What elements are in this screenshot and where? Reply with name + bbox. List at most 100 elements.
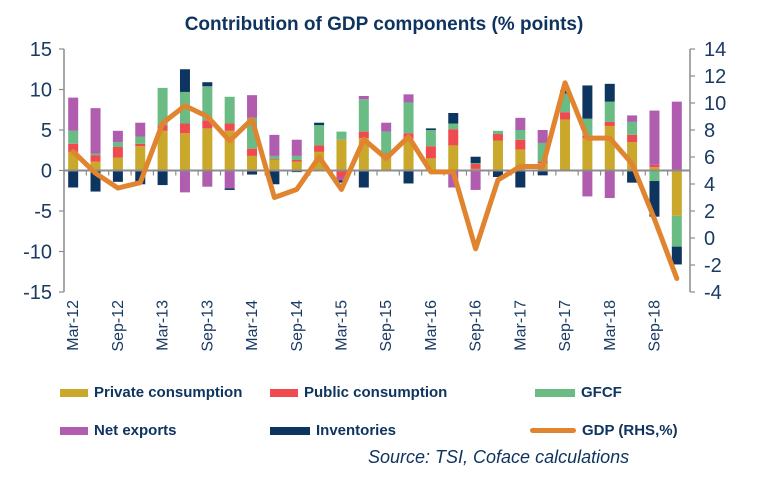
legend-label: GDP (RHS,%): [582, 422, 678, 439]
bar-segment-public-consumption: [336, 170, 347, 177]
bar-segment-gfcf: [291, 155, 302, 160]
bar-segment-private-consumption: [157, 130, 168, 171]
bar-segment-private-consumption: [381, 154, 392, 171]
bar-segment-inventories: [537, 170, 548, 176]
bar-segment-net-exports: [515, 117, 526, 130]
bar-segment-gfcf: [560, 93, 571, 113]
bar-segment-gfcf: [582, 118, 593, 136]
legend-item-public-consumption: Public consumption: [270, 384, 447, 401]
legend-swatch: [270, 426, 310, 435]
bar-segment-net-exports: [358, 95, 369, 100]
bar-segment-public-consumption: [269, 159, 280, 160]
bar-segment-private-consumption: [492, 140, 503, 171]
legend-label: Public consumption: [304, 384, 448, 401]
left-tick-label: -5: [34, 201, 52, 223]
x-tick-label: Sep-18: [646, 300, 663, 352]
bar-segment-net-exports: [604, 170, 615, 199]
bar-segment-public-consumption: [492, 134, 503, 141]
right-tick-label: 4: [704, 174, 715, 196]
bar-segment-inventories: [358, 170, 369, 188]
bar-segment-public-consumption: [202, 120, 213, 129]
bar-segment-gfcf: [336, 131, 347, 140]
bar-segment-net-exports: [224, 170, 235, 189]
bar-segment-private-consumption: [425, 158, 436, 171]
x-tick-label: Sep-14: [289, 300, 306, 352]
bar-segment-net-exports: [537, 130, 548, 143]
bar-segment-gfcf: [671, 215, 682, 247]
legend-item-gdp: GDP (RHS,%): [530, 422, 678, 439]
bar-segment-inventories: [336, 180, 347, 183]
legend-item-gfcf: GFCF: [535, 384, 622, 401]
bar-segment-inventories: [403, 170, 414, 184]
bar-segment-gfcf: [425, 130, 436, 147]
chart-title: Contribution of GDP components (% points…: [184, 14, 584, 35]
bar-segment-gfcf: [247, 117, 258, 149]
bar-segment-gfcf: [604, 101, 615, 122]
x-tick-label: Sep-12: [110, 300, 127, 352]
bar-segment-gfcf: [381, 131, 392, 154]
bar-segment-inventories: [604, 83, 615, 102]
bar-segment-gfcf: [403, 102, 414, 134]
bar-segment-private-consumption: [671, 170, 682, 216]
bar-segment-public-consumption: [90, 155, 101, 162]
legend-label: Inventories: [316, 422, 397, 439]
bar-segment-inventories: [448, 112, 459, 124]
legend-swatch: [60, 388, 88, 397]
bar-segment-net-exports: [381, 122, 392, 132]
right-tick-label: -4: [704, 282, 722, 304]
bar-segment-private-consumption: [247, 155, 258, 171]
x-tick-label: Sep-15: [378, 300, 395, 352]
axes-layer: [59, 48, 695, 293]
bar-segment-gfcf: [492, 130, 503, 135]
bar-segment-private-consumption: [269, 159, 280, 171]
tick-labels-layer: 15 10 5 0 -5 -10 -15 14 12 10 8 6 4 2 0 -2 -4 Mar-12 Sep-1…: [23, 39, 726, 352]
bar-segment-inventories: [68, 170, 79, 188]
bar-segment-gfcf: [224, 96, 235, 124]
x-tick-label: Mar-13: [155, 300, 172, 351]
bar-segment-inventories: [202, 82, 213, 87]
bar-segment-net-exports: [269, 134, 280, 156]
bar-segment-gfcf: [515, 130, 526, 140]
x-tick-label: Mar-14: [244, 300, 261, 351]
bar-segment-public-consumption: [627, 134, 638, 143]
bar-segment-public-consumption: [358, 131, 369, 139]
bar-segment-gfcf: [649, 170, 660, 182]
bar-segment-net-exports: [336, 176, 347, 181]
left-tick-label: -15: [23, 282, 52, 304]
bar-segment-private-consumption: [291, 161, 302, 171]
source-note: Source: TSI, Coface calculations: [368, 447, 630, 467]
left-tick-label: -10: [23, 242, 52, 264]
x-tick-label: Mar-12: [65, 300, 82, 351]
legend-item-private-consumption: Private consumption: [60, 384, 242, 401]
bar-segment-public-consumption: [470, 164, 481, 169]
bar-segment-inventories: [470, 156, 481, 164]
bar-segment-gfcf: [157, 87, 168, 126]
bar-segment-inventories: [179, 69, 190, 92]
bar-segment-net-exports: [112, 130, 123, 143]
legend-swatch: [60, 426, 88, 435]
bar-segment-gfcf: [314, 125, 325, 146]
bar-segment-inventories: [157, 170, 168, 186]
bar-segment-public-consumption: [135, 143, 146, 147]
bar-segment-inventories: [671, 246, 682, 265]
right-tick-label: 8: [704, 120, 715, 142]
legend-item-inventories: Inventories: [270, 422, 396, 439]
bar-segment-private-consumption: [90, 161, 101, 171]
bar-segment-private-consumption: [403, 138, 414, 171]
bar-segment-public-consumption: [112, 147, 123, 158]
bar-segment-private-consumption: [358, 138, 369, 171]
bar-segment-public-consumption: [179, 123, 190, 134]
bar-segment-inventories: [112, 170, 123, 182]
bar-segment-net-exports: [627, 115, 638, 122]
bar-segment-private-consumption: [224, 130, 235, 171]
bar-segment-public-consumption: [291, 159, 302, 162]
bar-segment-private-consumption: [627, 142, 638, 171]
right-tick-label: -2: [704, 255, 722, 277]
bar-segment-private-consumption: [582, 138, 593, 171]
bar-segment-gfcf: [470, 163, 481, 165]
x-tick-label: Sep-13: [199, 300, 216, 352]
legend-swatch: [535, 388, 575, 397]
bar-segment-public-consumption: [425, 146, 436, 159]
bar-segment-gfcf: [269, 155, 280, 160]
bar-segment-net-exports: [202, 170, 213, 187]
